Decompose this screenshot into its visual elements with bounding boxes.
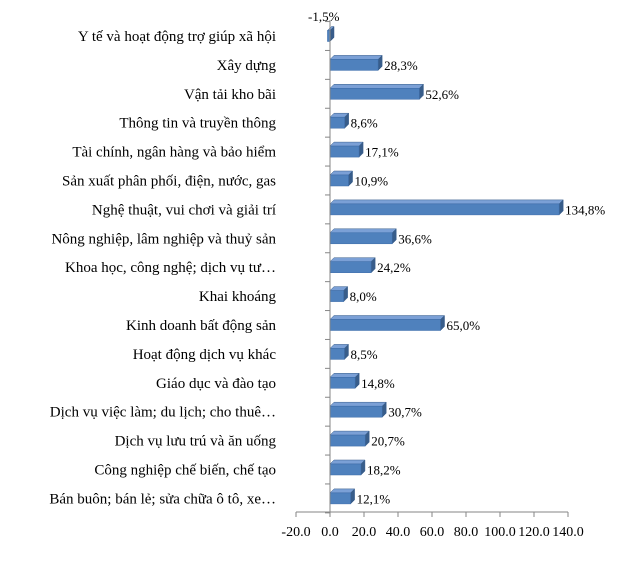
x-tick-label: 140.0 [552, 525, 584, 540]
bar-top-face [329, 141, 364, 147]
data-label: 20,7% [371, 434, 405, 449]
data-label: 8,6% [351, 116, 378, 131]
bar-top-face [329, 228, 397, 234]
x-tick-label: 100.0 [484, 525, 516, 540]
bar [329, 434, 366, 447]
bar [329, 145, 360, 158]
bar-top-face [329, 373, 360, 378]
data-label: 24,2% [377, 260, 411, 275]
data-label: 10,9% [355, 174, 389, 189]
data-label: 8,0% [350, 289, 377, 304]
x-tick-label: 80.0 [454, 525, 479, 540]
data-label: 30,7% [388, 405, 422, 420]
category-label: Giáo dục và đào tạo [156, 376, 276, 392]
data-label: 12,1% [357, 491, 391, 506]
bar [329, 348, 345, 360]
axes-group: -20.0 0.0 20.0 40.0 60.0 80.0 100.0 120.0 140.0 [281, 20, 584, 540]
bar [329, 232, 393, 245]
category-label: Dịch vụ việc làm; du lịch; cho thuê… [50, 405, 276, 421]
bar-top-face [329, 401, 387, 407]
bar [329, 203, 560, 216]
data-label: 28,3% [384, 58, 418, 73]
category-label: Khoa học, công nghệ; dịch vụ tư… [65, 260, 276, 276]
x-tick-label: 0.0 [321, 525, 339, 540]
bar-top-face [329, 199, 564, 205]
bar-top-face [329, 430, 370, 436]
bar-top-face [329, 84, 425, 89]
bar-top-face [329, 459, 366, 465]
data-label: 52,6% [425, 87, 459, 102]
bar [329, 261, 372, 273]
bar [329, 88, 420, 100]
bar-top-face [329, 55, 383, 60]
category-label: Vận tải kho bãi [184, 87, 276, 103]
data-label: 18,2% [367, 463, 401, 478]
category-label: Công nghiệp chế biến, chế tạo [94, 463, 276, 479]
bar-top-face [329, 315, 446, 320]
bar-top-face [329, 257, 376, 262]
category-label: Y tế và hoạt động trợ giúp xã hội [78, 29, 276, 45]
bar [329, 174, 349, 187]
bar [329, 492, 351, 505]
x-tick-label: -20.0 [281, 525, 310, 540]
data-label: 14,8% [361, 376, 395, 391]
category-label: Bán buôn; bán lẻ; sửa chữa ô tô, xe… [49, 491, 276, 507]
bar [329, 290, 344, 302]
bar [329, 463, 362, 476]
x-tick-label: 120.0 [518, 525, 550, 540]
data-label: 17,1% [365, 145, 399, 160]
category-label: Xây dựng [217, 58, 277, 74]
x-tick-label: 40.0 [386, 525, 411, 540]
data-label: -1,5% [308, 9, 340, 24]
category-label: Khai khoáng [199, 289, 277, 305]
bar [329, 405, 383, 418]
bar [329, 319, 441, 331]
data-label: 134,8% [565, 202, 605, 217]
labels-group: Y tế và hoạt động trợ giúp xã hội -1,5% Xâ… [49, 9, 605, 507]
category-label: Sản xuất phân phối, điện, nước, gas [62, 174, 276, 190]
category-label: Nông nghiệp, lâm nghiệp và thuỷ sản [51, 231, 276, 247]
category-label: Tài chính, ngân hàng và bảo hiểm [72, 145, 276, 161]
category-label: Dịch vụ lưu trú và ăn uống [115, 434, 277, 450]
bar [329, 116, 345, 129]
category-label: Kinh doanh bất động sản [126, 318, 276, 334]
data-label: 65,0% [447, 318, 481, 333]
data-label: 8,5% [350, 347, 377, 362]
bars-group [326, 25, 564, 505]
x-tick-label: 20.0 [352, 525, 377, 540]
bar [329, 59, 379, 71]
category-label: Hoạt động dịch vụ khác [133, 347, 277, 363]
category-label: Nghệ thuật, vui chơi và giải trí [92, 202, 276, 218]
category-label: Thông tin và truyền thông [119, 116, 276, 132]
data-label: 36,6% [398, 231, 432, 246]
x-tick-label: 60.0 [420, 525, 445, 540]
bar [329, 377, 356, 389]
